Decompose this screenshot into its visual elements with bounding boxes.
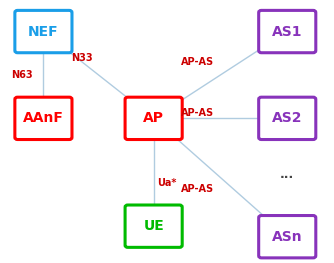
- Text: AP: AP: [143, 111, 164, 125]
- Text: N33: N33: [71, 53, 93, 63]
- FancyBboxPatch shape: [259, 216, 316, 258]
- Text: Ua*: Ua*: [157, 178, 177, 188]
- Text: AAnF: AAnF: [23, 111, 64, 125]
- Text: AS1: AS1: [272, 24, 303, 39]
- Text: AS2: AS2: [272, 111, 303, 125]
- Text: ASn: ASn: [272, 230, 303, 244]
- Text: AP-AS: AP-AS: [180, 57, 214, 67]
- Text: AP-AS: AP-AS: [180, 184, 214, 194]
- FancyBboxPatch shape: [15, 11, 72, 53]
- FancyBboxPatch shape: [125, 97, 182, 139]
- FancyBboxPatch shape: [125, 205, 182, 247]
- FancyBboxPatch shape: [15, 97, 72, 139]
- Text: AP-AS: AP-AS: [180, 108, 214, 118]
- Text: N63: N63: [11, 70, 32, 80]
- FancyBboxPatch shape: [259, 97, 316, 139]
- Text: UE: UE: [143, 219, 164, 233]
- Text: NEF: NEF: [28, 24, 59, 39]
- Text: ...: ...: [280, 168, 294, 181]
- FancyBboxPatch shape: [259, 11, 316, 53]
